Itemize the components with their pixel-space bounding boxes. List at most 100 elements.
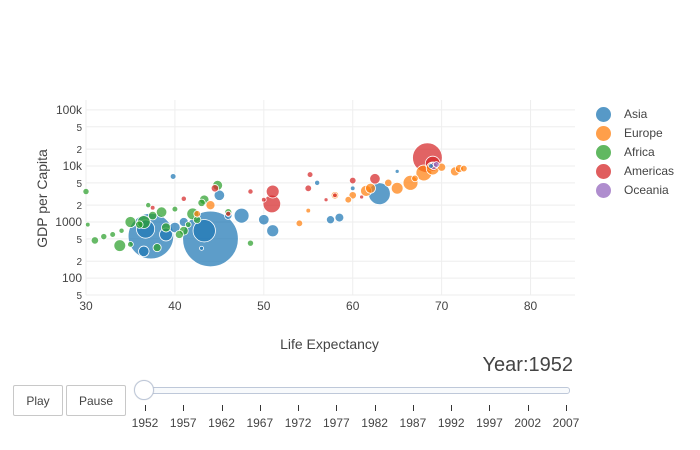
data-point-africa[interactable] (174, 229, 184, 239)
x-tick-label: 40 (168, 299, 182, 313)
data-point-europe[interactable] (344, 195, 353, 204)
data-point-americas[interactable] (180, 195, 187, 202)
legend-label: Asia (624, 107, 648, 121)
data-point-europe[interactable] (365, 182, 376, 194)
slider-year-label[interactable]: 1982 (361, 416, 388, 430)
data-point-europe[interactable] (205, 200, 216, 211)
data-point-africa[interactable] (100, 233, 108, 241)
data-point-africa[interactable] (118, 227, 125, 234)
x-tick-label: 50 (257, 299, 271, 313)
data-point-americas[interactable] (265, 184, 280, 199)
data-point-americas[interactable] (261, 196, 267, 203)
data-point-americas[interactable] (210, 184, 220, 193)
slider-year-label[interactable]: 1992 (437, 416, 465, 430)
slider-tick (412, 405, 414, 411)
data-point-americas[interactable] (348, 176, 357, 185)
data-point-americas[interactable] (304, 184, 313, 193)
slider-tick (374, 405, 376, 411)
data-point-africa[interactable] (161, 222, 171, 233)
legend-label: Americas (624, 164, 675, 178)
data-point-africa[interactable] (90, 236, 100, 245)
data-point-africa[interactable] (127, 241, 134, 248)
y-tick-label: 2 (76, 201, 82, 212)
year-slider-handle[interactable] (134, 380, 154, 400)
data-point-africa[interactable] (152, 243, 162, 253)
data-point-africa[interactable] (85, 221, 91, 228)
slider-year-label[interactable]: 1952 (131, 416, 159, 430)
data-point-africa[interactable] (145, 202, 152, 209)
data-point-americas[interactable] (359, 194, 365, 200)
data-point-europe[interactable] (305, 207, 312, 214)
data-point-africa[interactable] (109, 231, 116, 238)
data-point-asia[interactable] (233, 207, 250, 224)
data-point-asia[interactable] (349, 185, 356, 192)
y-tick-label: 5 (76, 179, 82, 190)
data-point-asia[interactable] (314, 179, 321, 186)
data-point-africa[interactable] (113, 239, 127, 252)
data-point-europe[interactable] (390, 181, 404, 195)
data-point-asia[interactable] (169, 173, 177, 180)
data-point-africa[interactable] (197, 198, 206, 207)
slider-year-label[interactable]: 1987 (399, 416, 427, 430)
data-point-europe[interactable] (384, 178, 393, 187)
data-point-africa[interactable] (148, 210, 158, 221)
slider-tick (145, 405, 146, 411)
data-point-americas[interactable] (225, 210, 232, 217)
data-point-americas[interactable] (332, 192, 338, 199)
y-tick-label: 2 (76, 145, 82, 156)
slider-year-label[interactable]: 1962 (208, 416, 235, 430)
y-tick-label: 5 (76, 235, 82, 246)
data-point-asia[interactable] (326, 215, 335, 225)
year-slider-rail[interactable] (140, 387, 570, 394)
x-tick-label: 80 (524, 299, 538, 313)
data-point-africa[interactable] (246, 239, 255, 247)
slider-year-label[interactable]: 1997 (476, 416, 503, 430)
data-point-americas[interactable] (149, 204, 156, 211)
data-point-americas[interactable] (247, 188, 254, 195)
slider-year-label[interactable]: 1957 (169, 416, 197, 430)
x-tick-label: 60 (346, 299, 360, 313)
data-point-africa[interactable] (82, 188, 90, 196)
x-axis-title: Life Expectancy (280, 336, 379, 352)
slider-tick (527, 405, 529, 411)
data-point-africa[interactable] (171, 205, 179, 213)
data-point-asia[interactable] (428, 163, 434, 169)
data-point-africa[interactable] (155, 206, 168, 218)
play-button[interactable]: Play (13, 385, 63, 416)
x-tick-label: 30 (79, 299, 93, 313)
y-tick-label: 5 (76, 291, 82, 302)
legend-marker-icon (596, 183, 611, 198)
slider-year-label[interactable]: 1977 (323, 416, 350, 430)
data-point-africa[interactable] (135, 220, 144, 229)
data-point-americas[interactable] (306, 171, 314, 178)
data-point-asia[interactable] (258, 214, 270, 226)
slider-tick (259, 405, 261, 411)
data-point-europe[interactable] (295, 219, 304, 228)
data-point-europe[interactable] (460, 164, 468, 173)
data-point-europe[interactable] (193, 210, 201, 218)
slider-year-label[interactable]: 2002 (514, 416, 542, 430)
slider-tick (451, 405, 453, 411)
slider-year-label[interactable]: 1967 (246, 416, 274, 430)
data-point-africa[interactable] (124, 216, 137, 228)
y-tick-label: 2 (76, 257, 82, 268)
data-point-asia[interactable] (192, 219, 216, 243)
slider-year-label[interactable]: 2007 (552, 416, 580, 430)
data-point-asia[interactable] (266, 224, 280, 238)
slider-tick (336, 405, 338, 411)
x-tick-label: 70 (435, 299, 449, 313)
data-point-americas[interactable] (323, 197, 329, 203)
data-point-americas[interactable] (369, 173, 381, 185)
data-point-asia[interactable] (394, 168, 400, 174)
data-point-europe[interactable] (411, 174, 419, 183)
y-axis-title: GDP per Capita (34, 149, 50, 248)
pause-button[interactable]: Pause (66, 385, 126, 416)
slider-tick (221, 405, 223, 411)
data-point-asia[interactable] (199, 245, 205, 251)
data-point-asia[interactable] (138, 245, 150, 258)
slider-year-label[interactable]: 1972 (284, 416, 312, 430)
data-point-africa[interactable] (184, 221, 192, 228)
data-point-asia[interactable] (334, 212, 345, 223)
data-point-oceania[interactable] (433, 161, 440, 168)
